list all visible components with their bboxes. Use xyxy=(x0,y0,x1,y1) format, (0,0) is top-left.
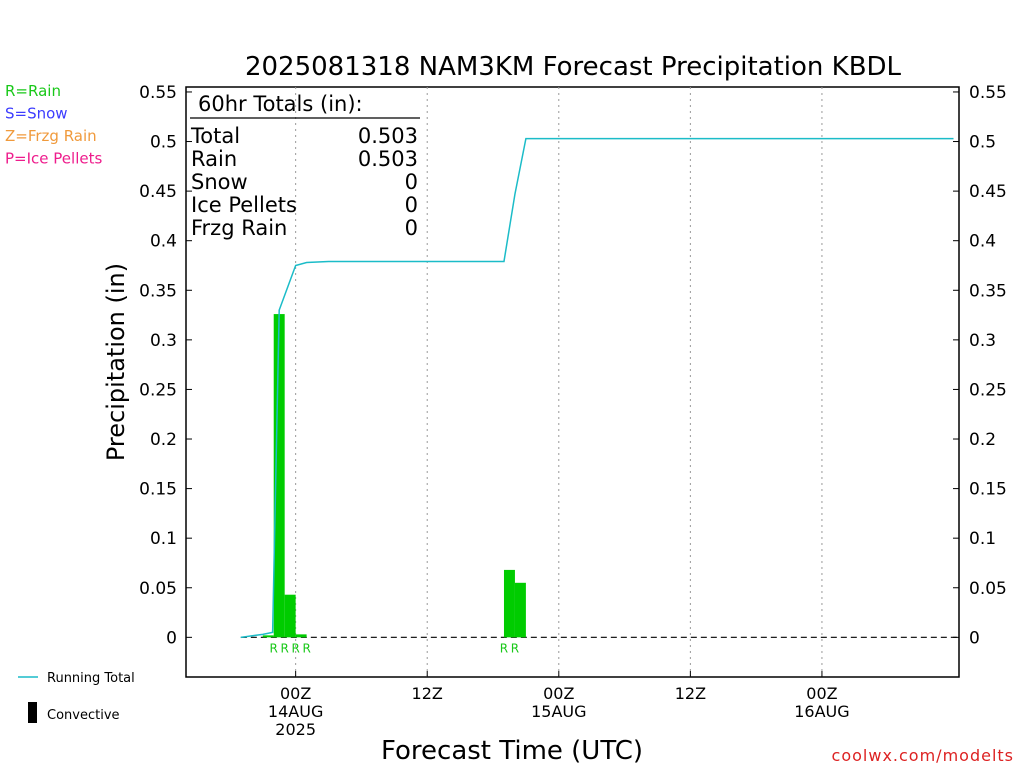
ytick-label-left-7: 0.2 xyxy=(150,430,177,450)
legend-item-0: R=Rain xyxy=(5,82,61,100)
x-axis-label: Forecast Time (UTC) xyxy=(381,736,643,766)
bar-2 xyxy=(284,594,296,638)
xtick-label-0-2: 2025 xyxy=(275,720,316,739)
precip-type-mark-5: R xyxy=(511,641,519,655)
y-axis-label: Precipitation (in) xyxy=(102,263,130,461)
bar-4 xyxy=(503,569,515,638)
ytick-label-left-4: 0.35 xyxy=(139,281,177,301)
precip-type-mark-1: R xyxy=(281,641,289,655)
totals-value-4: 0 xyxy=(405,216,418,240)
bottom-legend: Running Total Convective xyxy=(18,671,135,723)
grid-layer xyxy=(295,87,823,677)
running-total-line xyxy=(240,137,954,639)
legend-item-1: S=Snow xyxy=(5,105,68,123)
bar-5 xyxy=(514,582,526,638)
xtick-label-2-1: 15AUG xyxy=(531,702,586,721)
ytick-label-right-3: 0.4 xyxy=(969,232,996,252)
ytick-label-left-10: 0.05 xyxy=(139,579,177,599)
ytick-label-left-11: 0 xyxy=(166,628,177,648)
running-total-layer xyxy=(240,137,954,639)
xtick-label-4-0: 00Z xyxy=(806,684,837,703)
bar-1 xyxy=(273,314,285,638)
totals-label-4: Frzg Rain xyxy=(191,216,287,240)
totals-value-1: 0.503 xyxy=(358,147,418,171)
precip-type-mark-0: R xyxy=(270,641,278,655)
precip-type-mark-3: R xyxy=(302,641,310,655)
plot-frame xyxy=(185,86,960,678)
legend-item-2: Z=Frzg Rain xyxy=(5,127,97,145)
precip-type-mark-2: R xyxy=(291,641,299,655)
ytick-label-right-9: 0.1 xyxy=(969,529,996,549)
totals-box: 60hr Totals (in): Total 0.503 Rain 0.503 Sno… xyxy=(190,92,420,240)
xtick-label-4-1: 16AUG xyxy=(794,702,849,721)
xtick-label-0-1: 14AUG xyxy=(268,702,323,721)
ytick-label-left-5: 0.3 xyxy=(150,331,177,351)
ytick-label-left-2: 0.45 xyxy=(139,182,177,202)
ytick-label-left-8: 0.15 xyxy=(139,480,177,500)
xtick-label-3-0: 12Z xyxy=(675,684,706,703)
ytick-label-right-6: 0.25 xyxy=(969,380,1007,400)
ytick-label-right-5: 0.3 xyxy=(969,331,996,351)
ytick-label-left-6: 0.25 xyxy=(139,380,177,400)
ytick-label-left-1: 0.5 xyxy=(150,133,177,153)
legend-item-3: P=Ice Pellets xyxy=(5,150,102,168)
totals-header: 60hr Totals (in): xyxy=(198,92,363,116)
bars-layer xyxy=(262,314,526,638)
convective-label: Convective xyxy=(47,708,120,723)
totals-label-2: Snow xyxy=(191,170,248,194)
totals-value-3: 0 xyxy=(405,193,418,217)
ytick-label-right-7: 0.2 xyxy=(969,430,996,450)
xtick-label-2-0: 00Z xyxy=(543,684,574,703)
totals-value-2: 0 xyxy=(405,170,418,194)
credit-text: coolwx.com/modelts xyxy=(832,746,1014,765)
ytick-label-right-0: 0.55 xyxy=(969,83,1007,103)
convective-swatch xyxy=(28,702,37,723)
ytick-label-left-9: 0.1 xyxy=(150,529,177,549)
ytick-label-right-10: 0.05 xyxy=(969,579,1007,599)
bar-3 xyxy=(295,634,307,638)
xtick-label-0-0: 00Z xyxy=(280,684,311,703)
running-total-label: Running Total xyxy=(47,671,135,686)
ytick-label-right-2: 0.45 xyxy=(969,182,1007,202)
xtick-label-1-0: 12Z xyxy=(412,684,443,703)
ytick-label-right-1: 0.5 xyxy=(969,133,996,153)
ytick-label-right-11: 0 xyxy=(969,628,980,648)
chart-title: 2025081318 NAM3KM Forecast Precipitation… xyxy=(245,52,902,82)
bar-0 xyxy=(262,635,274,638)
totals-label-3: Ice Pellets xyxy=(191,193,297,217)
ytick-label-left-0: 0.55 xyxy=(139,83,177,103)
ytick-label-left-3: 0.4 xyxy=(150,232,177,252)
totals-label-0: Total xyxy=(190,124,240,148)
totals-label-1: Rain xyxy=(191,147,237,171)
totals-value-0: 0.503 xyxy=(358,124,418,148)
precip-type-legend: R=Rain S=Snow Z=Frzg Rain P=Ice Pellets xyxy=(5,82,102,168)
ytick-label-right-8: 0.15 xyxy=(969,480,1007,500)
y-axis-ticks: 0.55 0.55 0.5 0.5 0.45 0.45 0.4 0.4 0.35 0.35 0.3 0… xyxy=(139,83,1007,648)
ytick-label-right-4: 0.35 xyxy=(969,281,1007,301)
precip-type-mark-4: R xyxy=(500,641,508,655)
